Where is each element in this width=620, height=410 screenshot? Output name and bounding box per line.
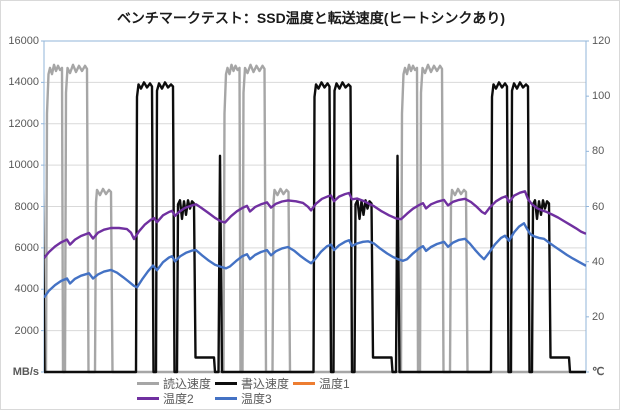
- series-read-speed: [44, 63, 586, 374]
- right-axis-tick: 100: [592, 90, 611, 103]
- left-axis-tick: 14000: [8, 76, 39, 89]
- right-axis-tick: 80: [592, 145, 605, 158]
- series-temp2: [44, 190, 586, 259]
- right-axis-tick: 20: [592, 310, 605, 323]
- legend-swatch-read-speed: [137, 382, 159, 385]
- legend-label-temp3: 温度3: [241, 392, 272, 406]
- right-axis-unit: ℃: [592, 366, 605, 378]
- left-axis-tick: 4000: [14, 283, 39, 296]
- legend-item-temp2: 温度2: [137, 391, 215, 406]
- legend-item-read-speed: 読込速度: [137, 376, 215, 391]
- legend-item-temp1: 温度1: [293, 376, 371, 391]
- legend-item-temp3: 温度3: [215, 391, 293, 406]
- legend-swatch-temp2: [137, 397, 159, 400]
- left-axis-unit: MB/s: [12, 366, 39, 378]
- right-axis-tick: 40: [592, 255, 605, 268]
- left-axis-tick: 2000: [14, 324, 39, 337]
- legend-label-read-speed: 読込速度: [163, 377, 212, 391]
- left-axis-tick: 6000: [14, 241, 39, 254]
- legend-swatch-write-speed: [215, 382, 237, 385]
- legend-item-write-speed: 書込速度: [215, 376, 293, 391]
- right-axis-tick: 60: [592, 200, 605, 213]
- left-axis-tick: 12000: [8, 117, 39, 130]
- series-write-speed: [44, 81, 586, 374]
- left-axis-tick: 16000: [8, 35, 39, 47]
- legend-swatch-temp1: [293, 382, 315, 385]
- right-axis-tick: 120: [592, 35, 611, 47]
- legend-label-write-speed: 書込速度: [241, 377, 290, 391]
- legend-label-temp1: 温度1: [319, 377, 350, 391]
- legend-swatch-temp3: [215, 397, 237, 400]
- left-axis-tick: 8000: [14, 200, 39, 213]
- legend-label-temp2: 温度2: [163, 392, 194, 406]
- chart-title: ベンチマークテスト：SSD温度と転送速度(ヒートシンクあり): [116, 10, 506, 26]
- left-axis-tick: 10000: [8, 159, 39, 172]
- series-temp3: [44, 222, 586, 299]
- chart-legend: 読込速度 書込速度 温度1 温度2 温度3: [137, 376, 371, 406]
